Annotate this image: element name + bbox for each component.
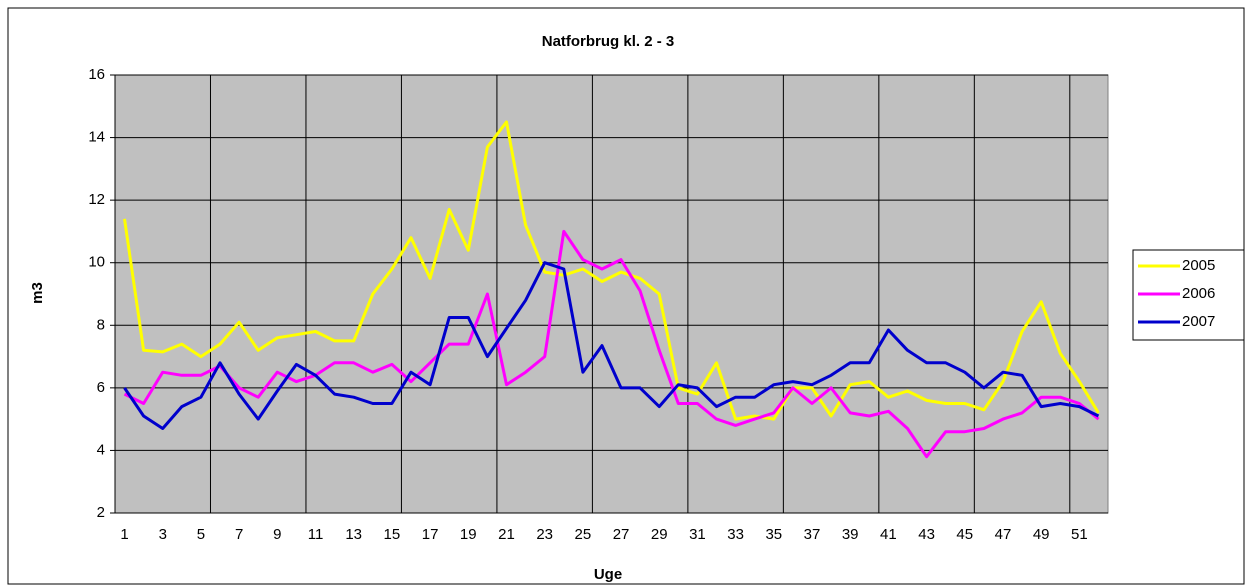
series-line [123,261,1100,430]
x-tick-label: 19 [460,526,477,543]
x-tick-label: 37 [804,526,821,543]
y-tick-label: 6 [97,379,105,396]
x-tick-label: 3 [159,526,167,543]
x-tick-label: 13 [345,526,362,543]
x-tick-label: 39 [842,526,859,543]
y-tick-label: 4 [97,441,105,458]
legend-label: 2005 [1182,257,1215,274]
x-tick-label: 43 [918,526,935,543]
x-tick-label: 15 [384,526,401,543]
plot-area [114,74,1109,514]
y-axis-label: m3 [29,282,46,304]
x-tick-label: 27 [613,526,630,543]
x-tick-label: 41 [880,526,897,543]
x-tick-label: 47 [995,526,1012,543]
y-tick-label: 12 [88,191,105,208]
x-tick-label: 17 [422,526,439,543]
y-tick-label: 10 [88,254,105,271]
chart-title: Natforbrug kl. 2 - 3 [542,33,675,50]
y-tick-label: 2 [97,504,105,521]
x-tick-label: 29 [651,526,668,543]
x-tick-label: 1 [120,526,128,543]
x-tick-label: 21 [498,526,515,543]
x-tick-label: 9 [273,526,281,543]
x-tick-label: 49 [1033,526,1050,543]
legend-label: 2007 [1182,313,1215,330]
x-tick-label: 31 [689,526,706,543]
x-axis-label: Uge [594,566,622,583]
x-tick-label: 33 [727,526,744,543]
x-tick-label: 23 [536,526,553,543]
x-tick-label: 35 [765,526,782,543]
legend-label: 2006 [1182,285,1215,302]
x-tick-label: 7 [235,526,243,543]
y-tick-label: 8 [97,316,105,333]
x-tick-label: 11 [308,526,324,543]
x-tick-label: 45 [956,526,973,543]
series-line [123,120,1100,421]
y-tick-label: 16 [88,66,105,83]
x-tick-label: 51 [1071,526,1088,543]
x-tick-label: 25 [575,526,592,543]
x-tick-label: 5 [197,526,205,543]
y-tick-label: 14 [88,129,105,146]
